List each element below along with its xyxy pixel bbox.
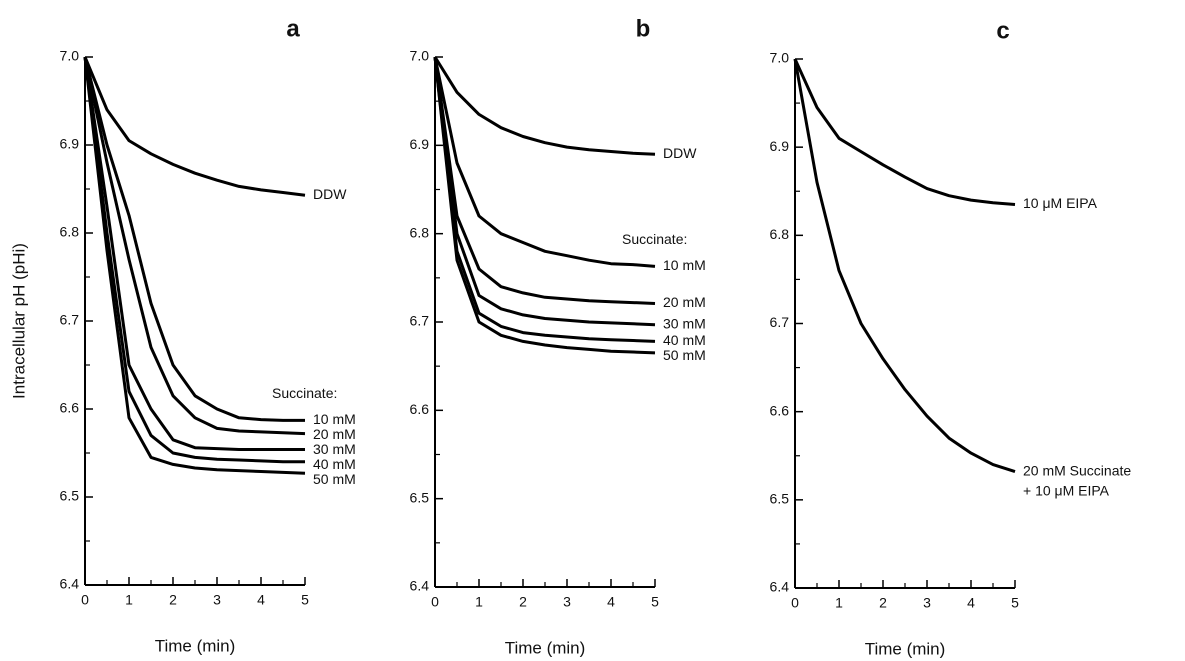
panel-title: b [636,15,651,42]
y-tick-label: 6.6 [60,400,80,416]
y-tick-label: 7.0 [60,48,80,64]
y-tick-label: 6.9 [770,138,790,154]
x-tick-label: 1 [475,594,483,610]
data-line [433,56,656,355]
panel: b 6.4 6.5 6.6 6.7 6.8 6.9 7.0 0 1 2 3 4 5 Time (min) DD… [410,15,706,657]
data-line [793,58,1016,206]
series-label: 40 mM [663,332,706,348]
x-tick-label: 2 [519,594,527,610]
data-line [433,56,656,305]
panel: c 6.4 6.5 6.6 6.7 6.8 6.9 7.0 0 1 2 3 4 5 Time (min) 10… [770,17,1132,658]
series-label: + 10 μM EIPA [1023,482,1110,498]
series-label: 20 mM [663,294,706,310]
y-tick-label: 6.5 [410,489,430,505]
panel-title: a [286,15,300,42]
data-line [83,56,305,422]
annotation: Succinate: [272,385,337,401]
x-tick-label: 5 [651,594,659,610]
panel: a 6.4 6.5 6.6 6.7 6.8 6.9 7.0 0 1 2 3 4 5 Time (min) In… [9,15,355,655]
annotation: Succinate: [622,231,687,247]
x-tick-label: 2 [169,592,177,608]
x-tick-label: 4 [967,595,975,611]
x-tick-label: 4 [257,592,265,608]
panel-title: c [996,17,1009,44]
x-tick-label: 3 [563,594,571,610]
x-tick-label: 1 [125,592,133,608]
x-tick-label: 3 [213,592,221,608]
data-line [793,58,1016,474]
x-axis-label: Time (min) [865,639,946,658]
data-line [83,56,306,197]
data-line [433,56,656,268]
y-tick-label: 6.4 [60,576,80,592]
x-tick-label: 1 [835,595,843,611]
data-line [433,56,656,156]
series-label: 40 mM [313,456,356,472]
x-axis-label: Time (min) [505,638,586,657]
y-tick-label: 6.4 [410,578,430,594]
series-label: DDW [313,186,347,202]
x-tick-label: 5 [301,592,309,608]
y-tick-label: 6.6 [410,401,430,417]
data-line [83,56,306,475]
series-label: 20 mM [313,426,356,442]
data-line [433,56,656,327]
y-tick-label: 6.7 [410,313,430,329]
data-line [83,56,306,436]
x-tick-label: 2 [879,595,887,611]
series-label: 30 mM [663,315,706,331]
data-line [83,56,305,464]
x-tick-label: 0 [791,595,799,611]
y-tick-label: 6.9 [410,136,430,152]
data-line [83,56,305,451]
x-tick-label: 0 [81,592,89,608]
data-line [433,56,656,343]
y-tick-label: 6.8 [410,224,430,240]
y-tick-label: 6.8 [770,226,790,242]
y-tick-label: 7.0 [410,48,430,64]
y-tick-label: 7.0 [770,50,790,66]
y-tick-label: 6.8 [60,224,80,240]
y-tick-label: 6.5 [770,491,790,507]
series-label: 50 mM [313,471,356,487]
x-tick-label: 0 [431,594,439,610]
y-tick-label: 6.5 [60,488,80,504]
x-axis-label: Time (min) [155,636,236,655]
x-tick-label: 3 [923,595,931,611]
series-label: 30 mM [313,441,356,457]
series-label: DDW [663,145,697,161]
series-label: 10 μM EIPA [1023,195,1098,211]
x-tick-label: 4 [607,594,615,610]
y-tick-label: 6.7 [770,314,790,330]
y-axis-label: Intracellular pH (pHi) [9,243,28,399]
series-label: 50 mM [663,347,706,363]
series-label: 10 mM [313,411,356,427]
series-label: 10 mM [663,257,706,273]
y-tick-label: 6.7 [60,312,80,328]
y-tick-label: 6.6 [770,402,790,418]
x-tick-label: 5 [1011,595,1019,611]
series-label: 20 mM Succinate [1023,462,1131,478]
y-tick-label: 6.9 [60,136,80,152]
y-tick-label: 6.4 [770,579,790,595]
